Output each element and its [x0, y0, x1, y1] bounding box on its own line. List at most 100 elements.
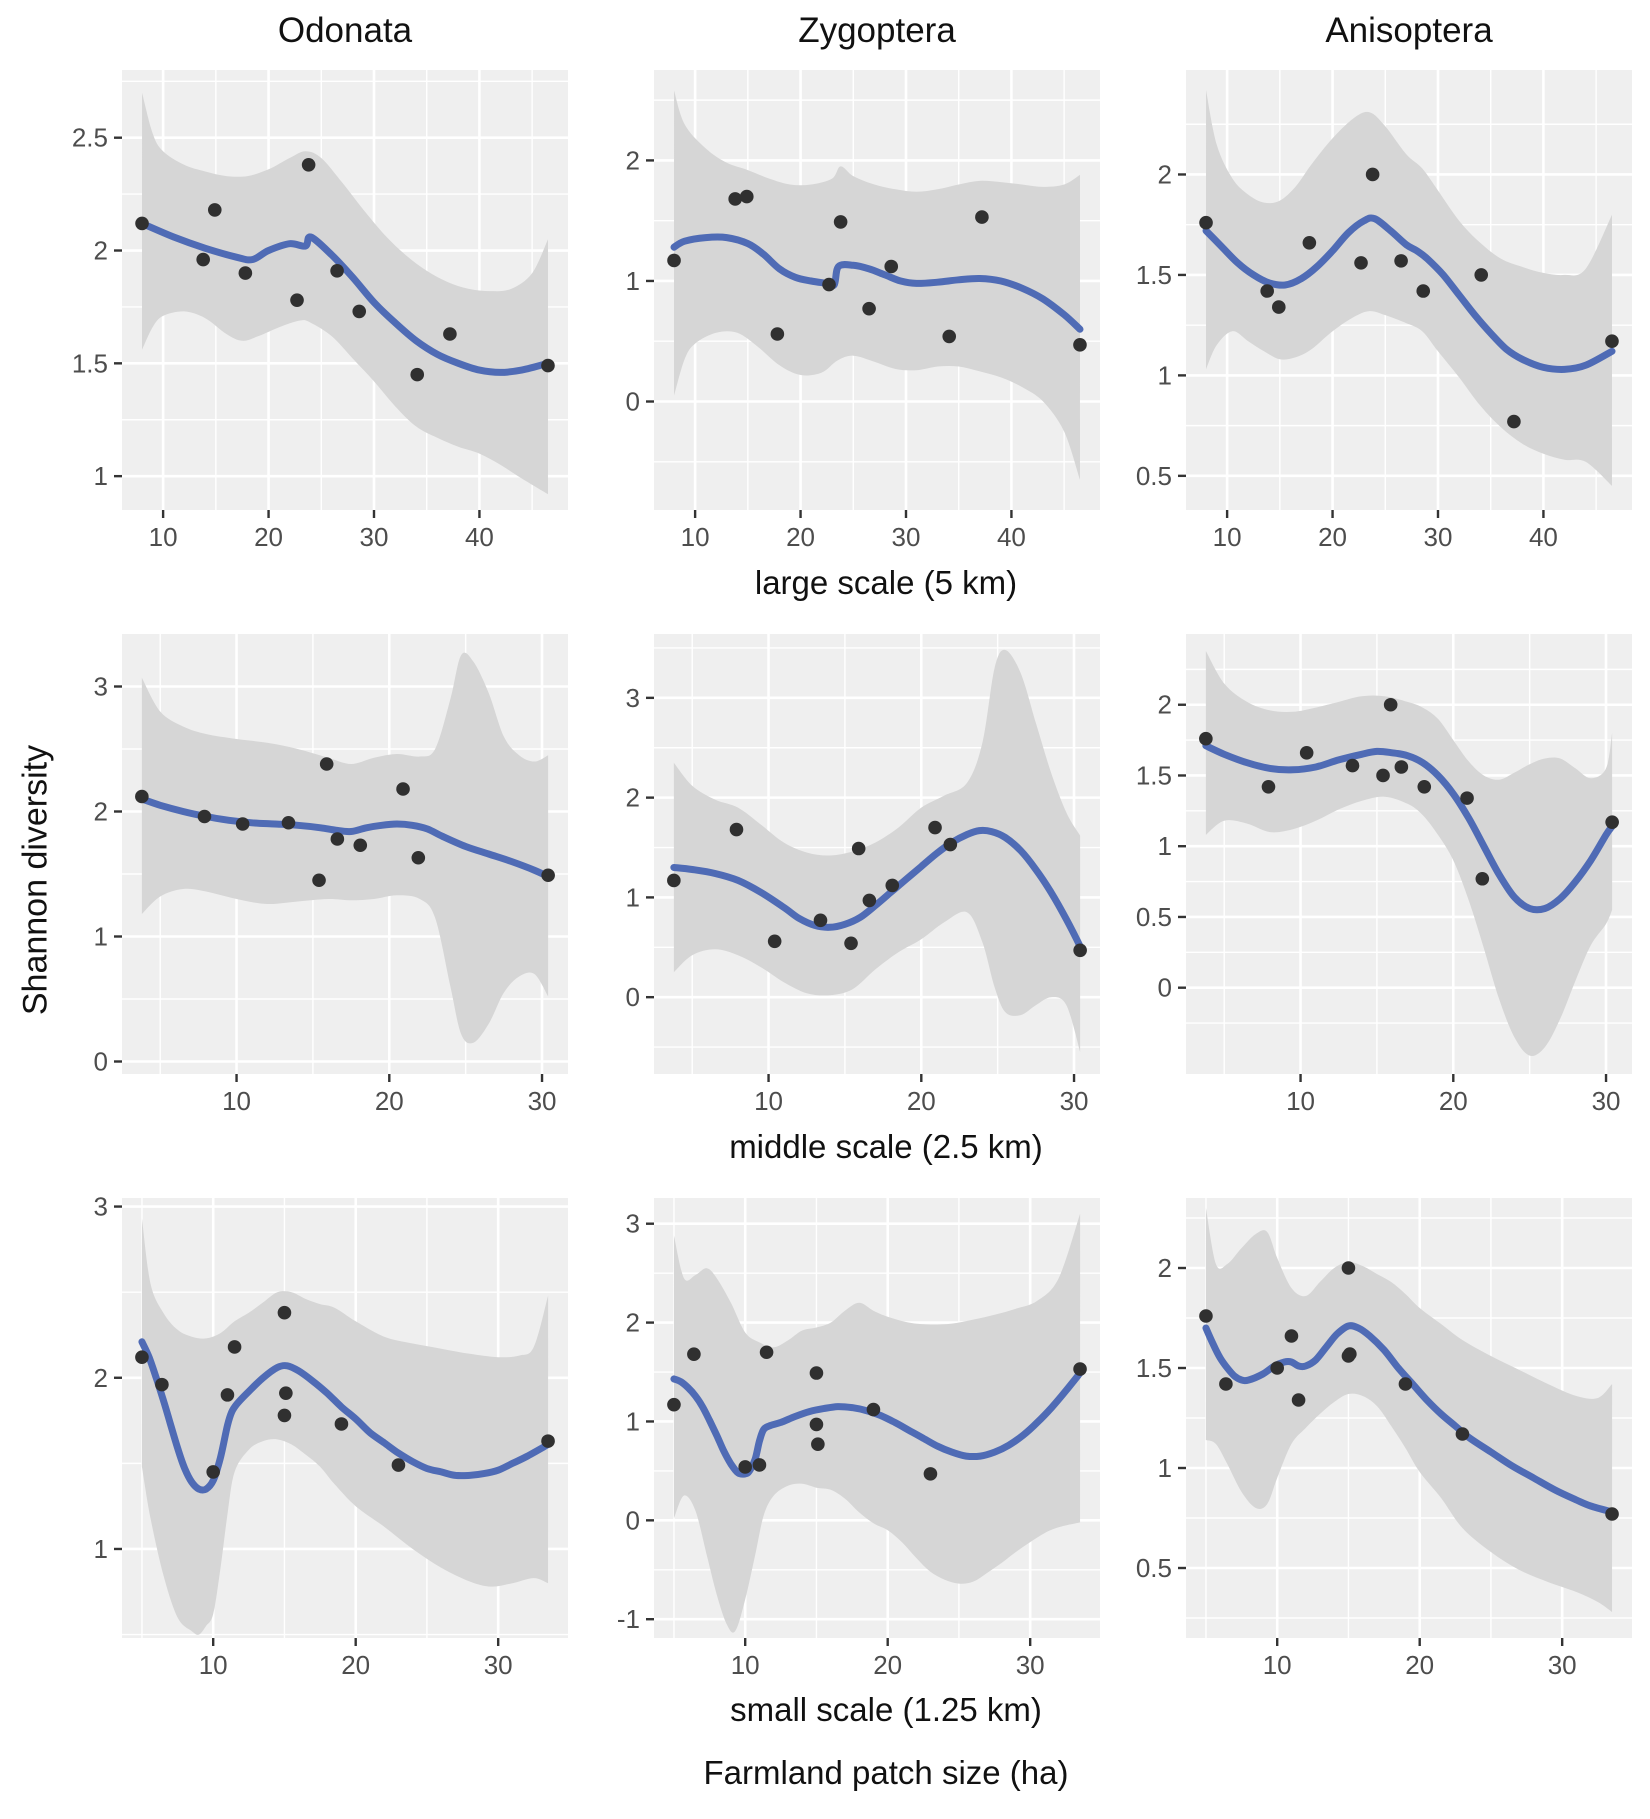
data-point: [391, 1458, 406, 1472]
data-point: [301, 157, 316, 172]
data-points: [667, 1345, 1087, 1481]
y-tick-label: 2: [94, 236, 108, 266]
data-point: [220, 1388, 235, 1402]
x-tick-label: 30: [360, 522, 389, 552]
panel-svg-zygoptera-large: 10 20 30 40 0 1 2: [626, 70, 1100, 552]
data-point: [1073, 1362, 1087, 1376]
axis-ticks: 10 20 30 -1 0 1 2 3: [617, 1209, 1045, 1680]
data-point: [155, 1377, 169, 1392]
y-tick-label: 0.5: [1136, 902, 1172, 932]
y-tick-label: 2: [94, 1363, 108, 1393]
y-tick-label: 2: [626, 1308, 640, 1338]
x-tick-label: 30: [1592, 1086, 1621, 1116]
y-tick-label: 0.5: [1136, 1553, 1172, 1583]
data-point: [352, 304, 367, 319]
y-tick-label: 1: [1158, 831, 1172, 861]
y-tick-label: 0: [626, 1505, 640, 1535]
data-point: [238, 266, 253, 280]
confidence-ribbon: [142, 92, 548, 495]
data-point: [396, 782, 410, 796]
data-point: [135, 216, 149, 231]
data-point: [411, 850, 426, 865]
y-tick-label: 0: [626, 982, 640, 1012]
x-tick-label: 30: [1548, 1650, 1577, 1680]
data-point: [135, 1350, 149, 1365]
y-tick-label: 1.5: [1136, 1353, 1172, 1383]
scale-label-small: small scale (1.25 km): [730, 1691, 1042, 1728]
data-point: [1455, 1427, 1470, 1441]
data-point: [1260, 284, 1274, 298]
y-tick-label: 1.5: [1136, 260, 1172, 290]
x-tick-label: 30: [484, 1650, 513, 1680]
x-tick-label: 10: [731, 1650, 760, 1680]
data-point: [1219, 1377, 1233, 1391]
data-point: [1605, 1507, 1619, 1521]
data-point: [319, 757, 334, 771]
data-point: [1270, 1361, 1284, 1375]
data-point: [1417, 779, 1432, 794]
data-point: [1394, 254, 1408, 268]
panel-zygoptera-large: 10 20 30 40 0 1 2: [590, 60, 1110, 554]
x-tick-label: 40: [1529, 522, 1558, 552]
y-tick-label: -1: [617, 1604, 640, 1634]
data-points: [1199, 1261, 1619, 1521]
data-point: [135, 789, 149, 804]
panel-svg-zygoptera-middle: 10 20 30 0 1 2 3: [626, 634, 1100, 1116]
data-point: [1073, 943, 1087, 958]
axis-ticks: 10 20 30 40 0 1 2: [626, 145, 1026, 552]
data-point: [1605, 815, 1619, 829]
data-point: [277, 1408, 292, 1423]
data-point: [739, 189, 754, 204]
data-point: [1474, 268, 1489, 282]
smooth-line: [138, 1338, 552, 1494]
panel-zygoptera-middle: 10 20 30 0 1 2 3: [590, 624, 1110, 1118]
data-point: [1383, 697, 1398, 712]
data-point: [1376, 768, 1390, 783]
data-point: [1199, 1309, 1213, 1323]
axis-ticks: 10 20 30 0 0.5 1 1.5 2: [1136, 690, 1621, 1116]
data-points: [1199, 167, 1619, 429]
data-point: [443, 327, 457, 341]
x-tick-label: 20: [1405, 1650, 1434, 1680]
data-point: [767, 934, 782, 949]
y-tick-label: 2: [626, 783, 640, 813]
x-tick-label: 40: [465, 522, 494, 552]
y-tick-label: 1: [1158, 360, 1172, 390]
y-tick-label: 3: [94, 1192, 108, 1222]
panel-odonata-large: 10 20 30 40 1 1.5 2 2.5: [58, 60, 578, 554]
data-point: [1394, 760, 1409, 774]
confidence-ribbon: [1206, 90, 1612, 486]
y-tick-label: 0: [626, 387, 640, 417]
panel-svg-zygoptera-small: 10 20 30 -1 0 1 2 3: [617, 1198, 1100, 1680]
smooth-line: [138, 219, 552, 376]
data-point: [928, 820, 942, 835]
data-point: [353, 838, 368, 853]
x-tick-label: 10: [1213, 522, 1242, 552]
smooth-line: [138, 795, 552, 880]
data-point: [1507, 414, 1521, 429]
data-point: [279, 1386, 293, 1400]
y-tick-label: 2: [94, 797, 108, 827]
x-tick-label: 30: [1424, 522, 1453, 552]
y-tick-label: 2: [1158, 159, 1172, 189]
data-point: [227, 1340, 242, 1354]
x-tick-label: 10: [199, 1650, 228, 1680]
data-point: [1460, 791, 1474, 805]
data-point: [1605, 334, 1619, 349]
data-point: [851, 841, 866, 856]
data-point: [1271, 300, 1286, 314]
y-tick-label: 2: [626, 145, 640, 175]
data-point: [1345, 758, 1360, 773]
data-point: [206, 1465, 220, 1479]
data-point: [1341, 1261, 1356, 1275]
data-point: [667, 1397, 681, 1412]
data-point: [541, 358, 555, 373]
y-tick-label: 1: [626, 882, 640, 912]
confidence-ribbon: [673, 1213, 1081, 1633]
data-point: [197, 809, 212, 824]
x-tick-label: 40: [997, 522, 1026, 552]
y-tick-label: 1: [626, 266, 640, 296]
data-point: [410, 367, 425, 382]
data-point: [809, 1417, 824, 1432]
